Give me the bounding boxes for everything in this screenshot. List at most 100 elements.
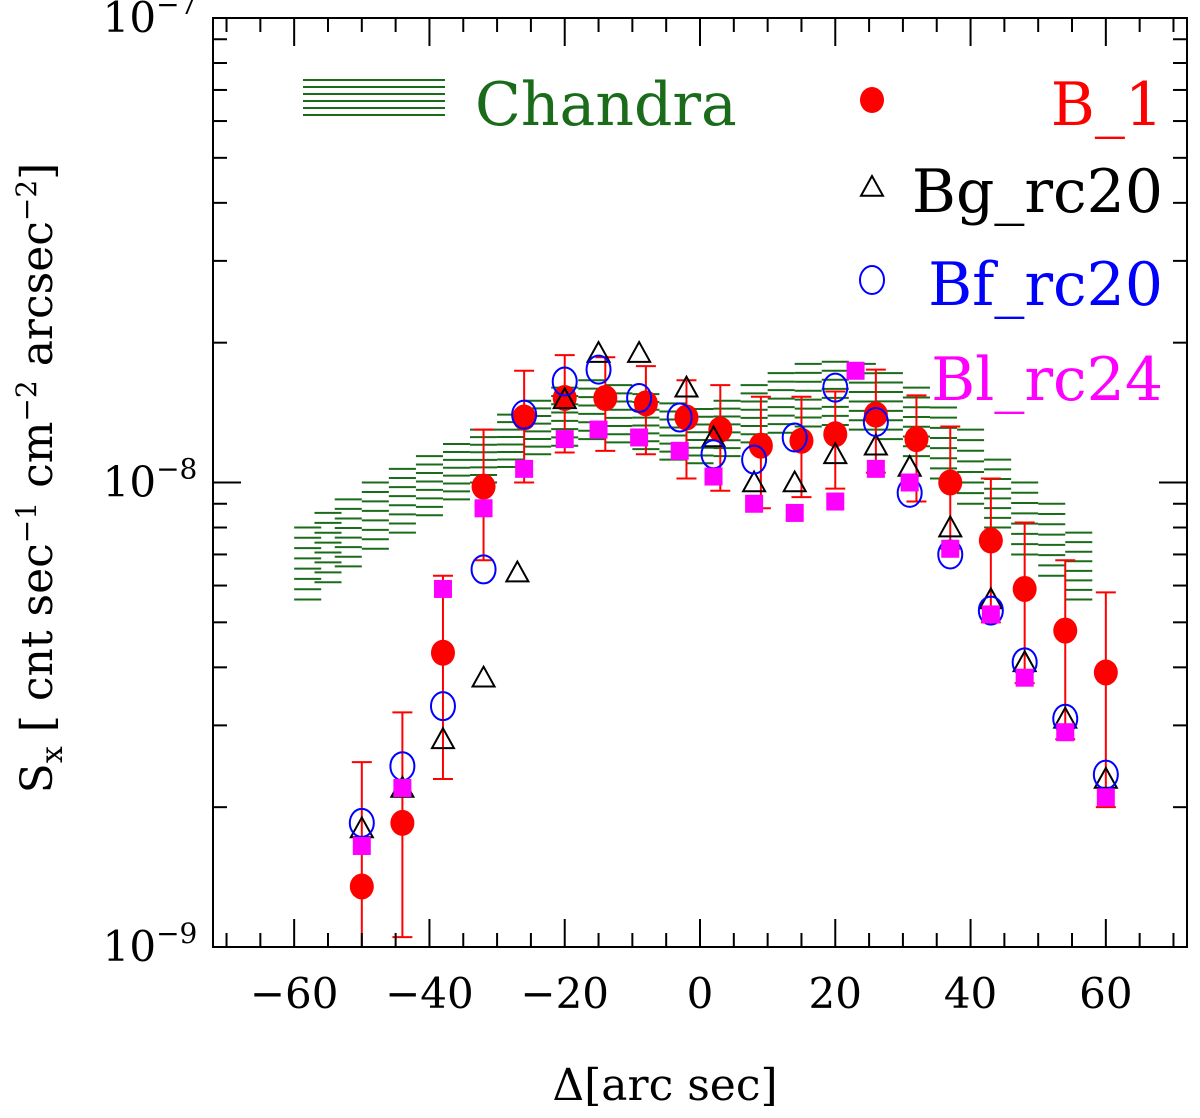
point-Bg_rc20 — [585, 339, 612, 363]
legend-label-Bf_rc20: Bf_rc20 — [928, 250, 1163, 320]
point-Bl_rc24 — [846, 361, 865, 380]
point-B_1 — [789, 427, 814, 454]
point-Bf_rc20 — [551, 366, 578, 397]
point-Bl_rc24 — [826, 492, 845, 511]
y-axis-label-symbol: S — [12, 763, 63, 793]
point-Bl_rc24 — [515, 459, 534, 478]
point-B_1 — [863, 401, 888, 428]
point-Bl_rc24 — [1056, 723, 1075, 742]
point-B_1 — [748, 432, 773, 459]
x-tick-label: 60 — [1079, 969, 1132, 1018]
y-axis-label-units-2: cm — [12, 422, 63, 502]
point-Bf_rc20 — [781, 422, 808, 453]
point-Bl_rc24 — [785, 503, 804, 522]
legend-label-chandra: Chandra — [475, 70, 737, 140]
y-axis-label-units-3: −2 — [10, 380, 43, 421]
legend-marker-B_1 — [860, 87, 884, 113]
x-tick-label: −60 — [250, 969, 339, 1018]
point-Bg_rc20 — [470, 664, 497, 688]
point-Bf_rc20 — [626, 383, 653, 414]
point-Bl_rc24 — [670, 441, 689, 460]
point-B_1 — [823, 421, 848, 448]
point-Bl_rc24 — [630, 428, 649, 447]
point-Bl_rc24 — [1015, 668, 1034, 687]
point-Bl_rc24 — [900, 473, 919, 492]
point-Bf_rc20 — [977, 595, 1004, 626]
point-Bl_rc24 — [981, 605, 1000, 624]
y-tick-label: 10−7 — [103, 0, 198, 42]
point-B_1 — [1012, 575, 1037, 602]
y-tick-label: 10−8 — [103, 453, 198, 507]
point-Bl_rc24 — [393, 778, 412, 797]
point-B_1 — [938, 469, 963, 496]
point-Bf_rc20 — [470, 554, 497, 585]
point-Bg_rc20 — [673, 374, 700, 398]
point-B_1 — [512, 404, 537, 431]
x-tick-label: 40 — [944, 969, 997, 1018]
legend-marker-Bg_rc20 — [859, 173, 885, 197]
legend-marker-Bf_rc20 — [859, 265, 885, 295]
point-B_1 — [390, 809, 415, 836]
point-B_1 — [430, 639, 455, 666]
x-axis-label: Δ[arc sec] — [552, 1060, 777, 1111]
legend-label-B_1: B_1 — [1051, 70, 1163, 140]
y-axis-label-units-6: ] — [12, 163, 63, 180]
point-Bg_rc20 — [781, 469, 808, 493]
point-Bg_rc20 — [863, 432, 889, 456]
y-tick-label: 10−9 — [103, 917, 198, 971]
x-tick-label: 20 — [809, 969, 862, 1018]
point-Bf_rc20 — [862, 406, 889, 437]
axis-ticks: −60 −40 −20 0 20 40 60 10−7 10−8 10−9 — [103, 0, 1187, 1018]
point-Bf_rc20 — [666, 402, 693, 433]
y-axis-label-subscript: x — [35, 746, 70, 763]
point-Bl_rc24 — [1096, 788, 1115, 807]
point-Bl_rc24 — [474, 499, 493, 518]
point-Bl_rc24 — [555, 430, 574, 449]
point-Bg_rc20 — [626, 339, 652, 363]
point-Bg_rc20 — [552, 386, 578, 410]
y-axis-label-units-1: −1 — [10, 502, 43, 543]
point-Bl_rc24 — [941, 539, 960, 558]
point-Bl_rc24 — [704, 467, 723, 486]
point-B_1 — [471, 473, 496, 500]
x-tick-label: −20 — [520, 969, 609, 1018]
legend: Chandra B_1 Bg_rc20 Bf_rc20 Bl_rc24 — [303, 70, 1163, 415]
point-Bg_rc20 — [430, 726, 456, 750]
point-Bl_rc24 — [866, 459, 885, 478]
point-Bl_rc24 — [352, 836, 371, 855]
point-Bf_rc20 — [822, 372, 849, 403]
point-Bl_rc24 — [745, 494, 764, 513]
y-axis-label-units-4: arcsec — [12, 221, 63, 380]
point-Bg_rc20 — [504, 559, 531, 583]
point-Bl_rc24 — [433, 579, 452, 598]
svg-text:Sx [ cnt sec−1 cm−2 arcsec−2]: Sx [ cnt sec−1 cm−2 arcsec−2] — [10, 163, 70, 794]
point-B_1 — [674, 404, 699, 431]
point-Bf_rc20 — [741, 444, 768, 475]
point-Bf_rc20 — [511, 399, 538, 430]
y-axis-label-units-5: −2 — [10, 180, 43, 221]
point-B_1 — [1093, 659, 1118, 686]
point-B_1 — [552, 385, 577, 412]
point-Bg_rc20 — [741, 469, 767, 493]
legend-label-Bl_rc24: Bl_rc24 — [931, 345, 1163, 415]
point-Bf_rc20 — [348, 807, 375, 838]
point-B_1 — [978, 527, 1003, 554]
x-tick-label: −40 — [385, 969, 474, 1018]
y-axis-label: Sx [ cnt sec−1 cm−2 arcsec−2] — [10, 163, 70, 794]
point-Bf_rc20 — [585, 354, 612, 385]
legend-label-Bg_rc20: Bg_rc20 — [912, 157, 1163, 227]
point-B_1 — [593, 385, 618, 412]
point-Bg_rc20 — [822, 441, 848, 465]
point-B_1 — [904, 426, 929, 453]
markers — [348, 339, 1119, 900]
point-Bf_rc20 — [429, 691, 456, 722]
x-tick-label: 0 — [687, 969, 714, 1018]
point-Bg_rc20 — [937, 514, 963, 538]
point-Bl_rc24 — [589, 420, 608, 439]
y-axis-label-units-0: [ cnt sec — [12, 543, 63, 732]
point-Bg_rc20 — [700, 424, 727, 448]
point-B_1 — [708, 416, 733, 443]
point-B_1 — [349, 873, 374, 900]
point-B_1 — [1053, 617, 1078, 644]
